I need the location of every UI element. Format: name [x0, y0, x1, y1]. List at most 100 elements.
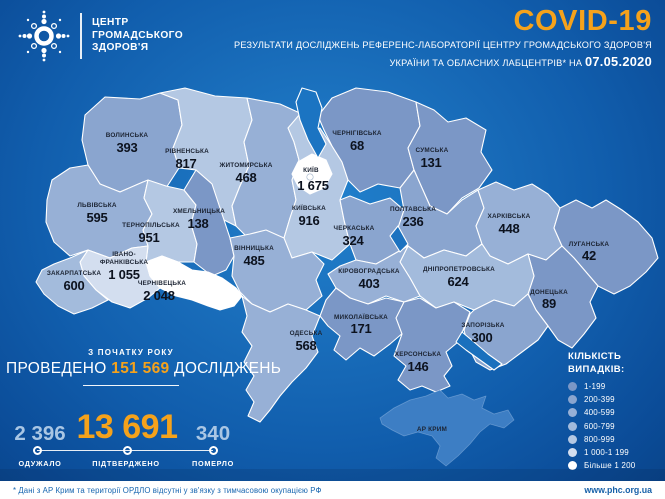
legend-title-line: КІЛЬКІСТЬ [568, 351, 622, 362]
region-odesa [241, 295, 321, 423]
kakhovka-reservoir [455, 331, 503, 371]
legend-color-dot [568, 448, 577, 458]
kremenchuk-reservoir [389, 225, 409, 253]
region-value-donetsk: 89 [542, 296, 556, 311]
region-label-crimea: АР КРИМ [417, 426, 447, 433]
region-value-kharkiv: 448 [498, 221, 519, 236]
subtitle-line-2-text: УКРАЇНИ ТА ОБЛАСНИХ ЛАБЦЕНТРІВ* НА [389, 58, 583, 68]
region-value-zhytomyr: 468 [235, 170, 256, 185]
tests-divider [83, 385, 179, 386]
legend: КІЛЬКІСТЬ ВИПАДКІВ: 1-199 200-399 400-599 6… [568, 351, 635, 472]
legend-title-line: ВИПАДКІВ: [568, 363, 625, 375]
report-date: 07.05.2020 [584, 54, 652, 69]
website-link[interactable]: www.phc.org.ua [584, 485, 652, 495]
org-name-line: ГРОМАДСЬКОГО [92, 29, 184, 41]
region-label-mykolaiv: МИКОЛАЇВСЬКА [334, 313, 388, 321]
region-value-chernihiv: 68 [350, 138, 364, 153]
region-label-dnipro: ДНІПРОПЕТРОВСЬКА [423, 266, 495, 273]
legend-item: 600-799 [568, 420, 635, 433]
org-name-line: ЗДОРОВ'Я [92, 42, 149, 54]
region-label-ivano_frankivsk: ФРАНКІВСЬКА [100, 259, 149, 266]
region-label-vinnytsia: ВІННИЦЬКА [234, 245, 274, 252]
region-kherson [393, 297, 471, 393]
region-value-volyn: 393 [116, 140, 137, 155]
tests-since-label: З ПОЧАТКУ РОКУ [88, 348, 174, 357]
region-value-rivne: 817 [175, 156, 196, 171]
org-name: ЦЕНТР ГРОМАДСЬКОГО ЗДОРОВ'Я [92, 17, 183, 55]
timeline-dot-died [208, 446, 218, 455]
legend-color-dot [568, 382, 577, 392]
org-name-line: ЦЕНТР [92, 16, 129, 28]
region-label-luhansk: ЛУГАНСЬКА [569, 241, 610, 248]
region-value-kherson: 146 [407, 359, 428, 374]
header-brand: ЦЕНТР ГРОМАДСЬКОГО ЗДОРОВ'Я [18, 10, 183, 62]
legend-color-dot [568, 461, 577, 471]
legend-item-label: Більше 1 200 [584, 461, 636, 471]
region-value-ternopil: 951 [138, 230, 159, 245]
region-crimea [379, 389, 515, 467]
died-label: ПОМЕРЛО [192, 459, 234, 468]
tests-prefix: ПРОВЕДЕНО [6, 360, 107, 377]
tests-block: З ПОЧАТКУ РОКУ ПРОВЕДЕНО 151 569 ДОСЛІДЖ… [6, 348, 281, 386]
region-sumy [407, 101, 493, 215]
header-title-block: COVID-19 РЕЗУЛЬТАТИ ДОСЛІДЖЕНЬ РЕФЕРЕНС-… [234, 5, 652, 69]
region-label-zakarpattia: ЗАКАРПАТСЬКА [47, 270, 101, 277]
tests-count: 151 569 [111, 360, 170, 377]
region-label-donetsk: ДОНЕЦЬКА [530, 289, 568, 296]
region-value-kyiv_city: 1 675 [297, 178, 329, 193]
region-value-cherkasy: 324 [342, 233, 364, 248]
region-label-chernihiv: ЧЕРНІГІВСЬКА [332, 130, 381, 137]
region-value-mykolaiv: 171 [350, 321, 371, 336]
region-label-rivne: РІВНЕНСЬКА [165, 148, 209, 155]
region-label-kyiv_oblast: КИЇВСЬКА [292, 204, 326, 212]
timeline-dot-recovered [32, 446, 42, 455]
tests-line: ПРОВЕДЕНО 151 569 ДОСЛІДЖЕНЬ [6, 360, 281, 378]
legend-item-label: 600-799 [584, 421, 615, 431]
subtitle-line-2: УКРАЇНИ ТА ОБЛАСНИХ ЛАБЦЕНТРІВ* НА 07.05… [234, 54, 652, 69]
legend-item: 400-599 [568, 406, 635, 419]
region-value-vinnytsia: 485 [243, 253, 264, 268]
footer-bar: * Дані з АР Крим та території ОРДЛО відс… [0, 481, 665, 499]
footnote: * Дані з АР Крим та території ОРДЛО відс… [13, 485, 322, 495]
region-zakarpattia [35, 249, 109, 315]
region-label-poltava: ПОЛТАВСЬКА [390, 206, 436, 213]
region-label-odesa: ОДЕСЬКА [290, 330, 323, 337]
tests-suffix: ДОСЛІДЖЕНЬ [174, 360, 282, 377]
region-label-lviv: ЛЬВІВСЬКА [77, 202, 117, 209]
legend-item-label: 200-399 [584, 395, 615, 405]
legend-item-label: 1 000-1 199 [584, 448, 629, 458]
region-label-kharkiv: ХАРКІВСЬКА [488, 213, 531, 220]
region-value-poltava: 236 [402, 214, 423, 229]
region-label-ivano_frankivsk: ІВАНО- [112, 251, 136, 258]
legend-item: 800-999 [568, 433, 635, 446]
phc-logo-icon [18, 10, 70, 62]
recovered-label: ОДУЖАЛО [18, 459, 62, 468]
region-label-zaporizhzhia: ЗАПОРІЗЬКА [461, 322, 504, 329]
legend-item: 1 000-1 199 [568, 446, 635, 459]
region-chernivtsi [145, 255, 243, 311]
brand-divider [80, 13, 82, 59]
stats-labels: ОДУЖАЛО ПІДТВЕРДЖЕНО ПОМЕРЛО [0, 459, 262, 471]
region-value-chernivtsi: 2 048 [143, 288, 175, 303]
timeline-dot-confirmed [122, 446, 132, 455]
region-value-khmelnytskyi: 138 [187, 216, 208, 231]
subtitle-line-1: РЕЗУЛЬТАТИ ДОСЛІДЖЕНЬ РЕФЕРЕНС-ЛАБОРАТОР… [234, 40, 652, 50]
region-value-kyiv_oblast: 916 [298, 213, 319, 228]
legend-color-dot [568, 434, 577, 444]
region-label-kherson: ХЕРСОНСЬКА [395, 351, 442, 358]
confirmed-count: 13 691 [76, 408, 179, 446]
kyiv-city-marker-dot [306, 173, 314, 181]
legend-item: 200-399 [568, 393, 635, 406]
legend-color-dot [568, 408, 577, 418]
legend-color-dot [568, 395, 577, 405]
region-label-khmelnytskyi: ХМЕЛЬНИЦЬКА [173, 208, 225, 215]
covid-19-title: COVID-19 [513, 5, 652, 37]
legend-color-dot [568, 421, 577, 431]
legend-items: 1-199 200-399 400-599 600-799 800-999 1 000-1… [568, 380, 635, 472]
legend-item-label: 800-999 [584, 434, 615, 444]
region-value-ivano_frankivsk: 1 055 [108, 267, 140, 282]
region-label-cherkasy: ЧЕРКАСЬКА [334, 225, 375, 232]
region-value-sumy: 131 [420, 155, 441, 170]
